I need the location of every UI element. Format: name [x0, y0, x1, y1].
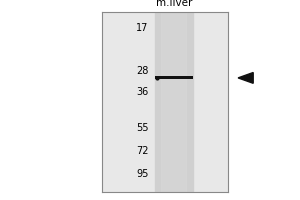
Text: 55: 55: [136, 123, 148, 133]
FancyBboxPatch shape: [155, 76, 193, 79]
Text: 17: 17: [136, 23, 148, 33]
Bar: [161, 12, 186, 192]
Text: m.liver: m.liver: [156, 0, 192, 8]
Text: 36: 36: [136, 87, 148, 97]
Text: 95: 95: [136, 169, 148, 179]
Bar: [155, 12, 193, 192]
Text: 28: 28: [136, 66, 148, 76]
Text: 72: 72: [136, 146, 148, 156]
Polygon shape: [238, 73, 253, 83]
